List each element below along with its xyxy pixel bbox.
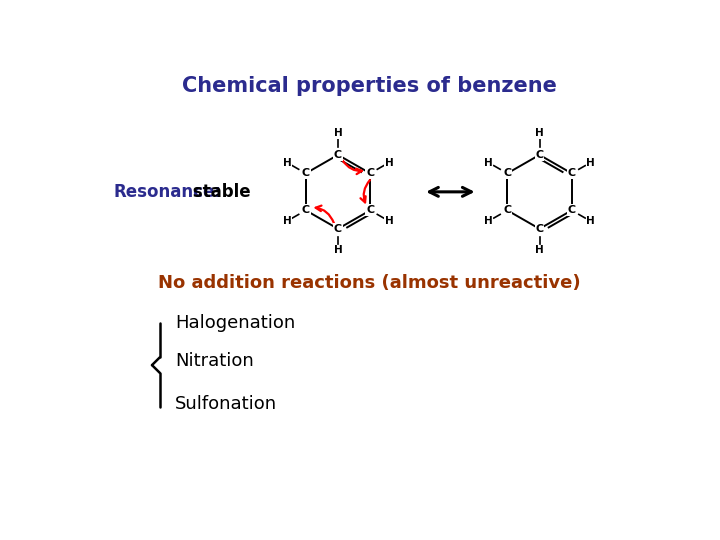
Text: H: H — [333, 245, 343, 255]
Text: C: C — [567, 205, 576, 215]
Text: H: H — [535, 245, 544, 255]
Text: C: C — [503, 168, 511, 178]
Text: C: C — [536, 224, 544, 234]
Text: C: C — [334, 150, 342, 160]
Text: C: C — [567, 168, 576, 178]
Text: stable: stable — [187, 183, 251, 201]
Text: C: C — [366, 205, 374, 215]
Text: H: H — [384, 158, 393, 167]
Text: Halogenation: Halogenation — [175, 314, 295, 332]
Text: C: C — [366, 168, 374, 178]
Text: Resonance:: Resonance: — [113, 183, 221, 201]
Text: C: C — [503, 205, 511, 215]
Text: H: H — [535, 129, 544, 138]
Text: H: H — [384, 216, 393, 226]
Text: C: C — [302, 168, 310, 178]
Text: H: H — [283, 158, 292, 167]
Text: Nitration: Nitration — [175, 352, 254, 370]
Text: C: C — [334, 224, 342, 234]
Text: Sulfonation: Sulfonation — [175, 395, 277, 413]
Text: C: C — [536, 150, 544, 160]
Text: H: H — [586, 216, 595, 226]
Text: H: H — [586, 158, 595, 167]
Text: No addition reactions (almost unreactive): No addition reactions (almost unreactive… — [158, 274, 580, 292]
Text: H: H — [485, 158, 493, 167]
Text: Chemical properties of benzene: Chemical properties of benzene — [181, 76, 557, 96]
Text: H: H — [283, 216, 292, 226]
Text: H: H — [485, 216, 493, 226]
Text: C: C — [302, 205, 310, 215]
Text: H: H — [333, 129, 343, 138]
